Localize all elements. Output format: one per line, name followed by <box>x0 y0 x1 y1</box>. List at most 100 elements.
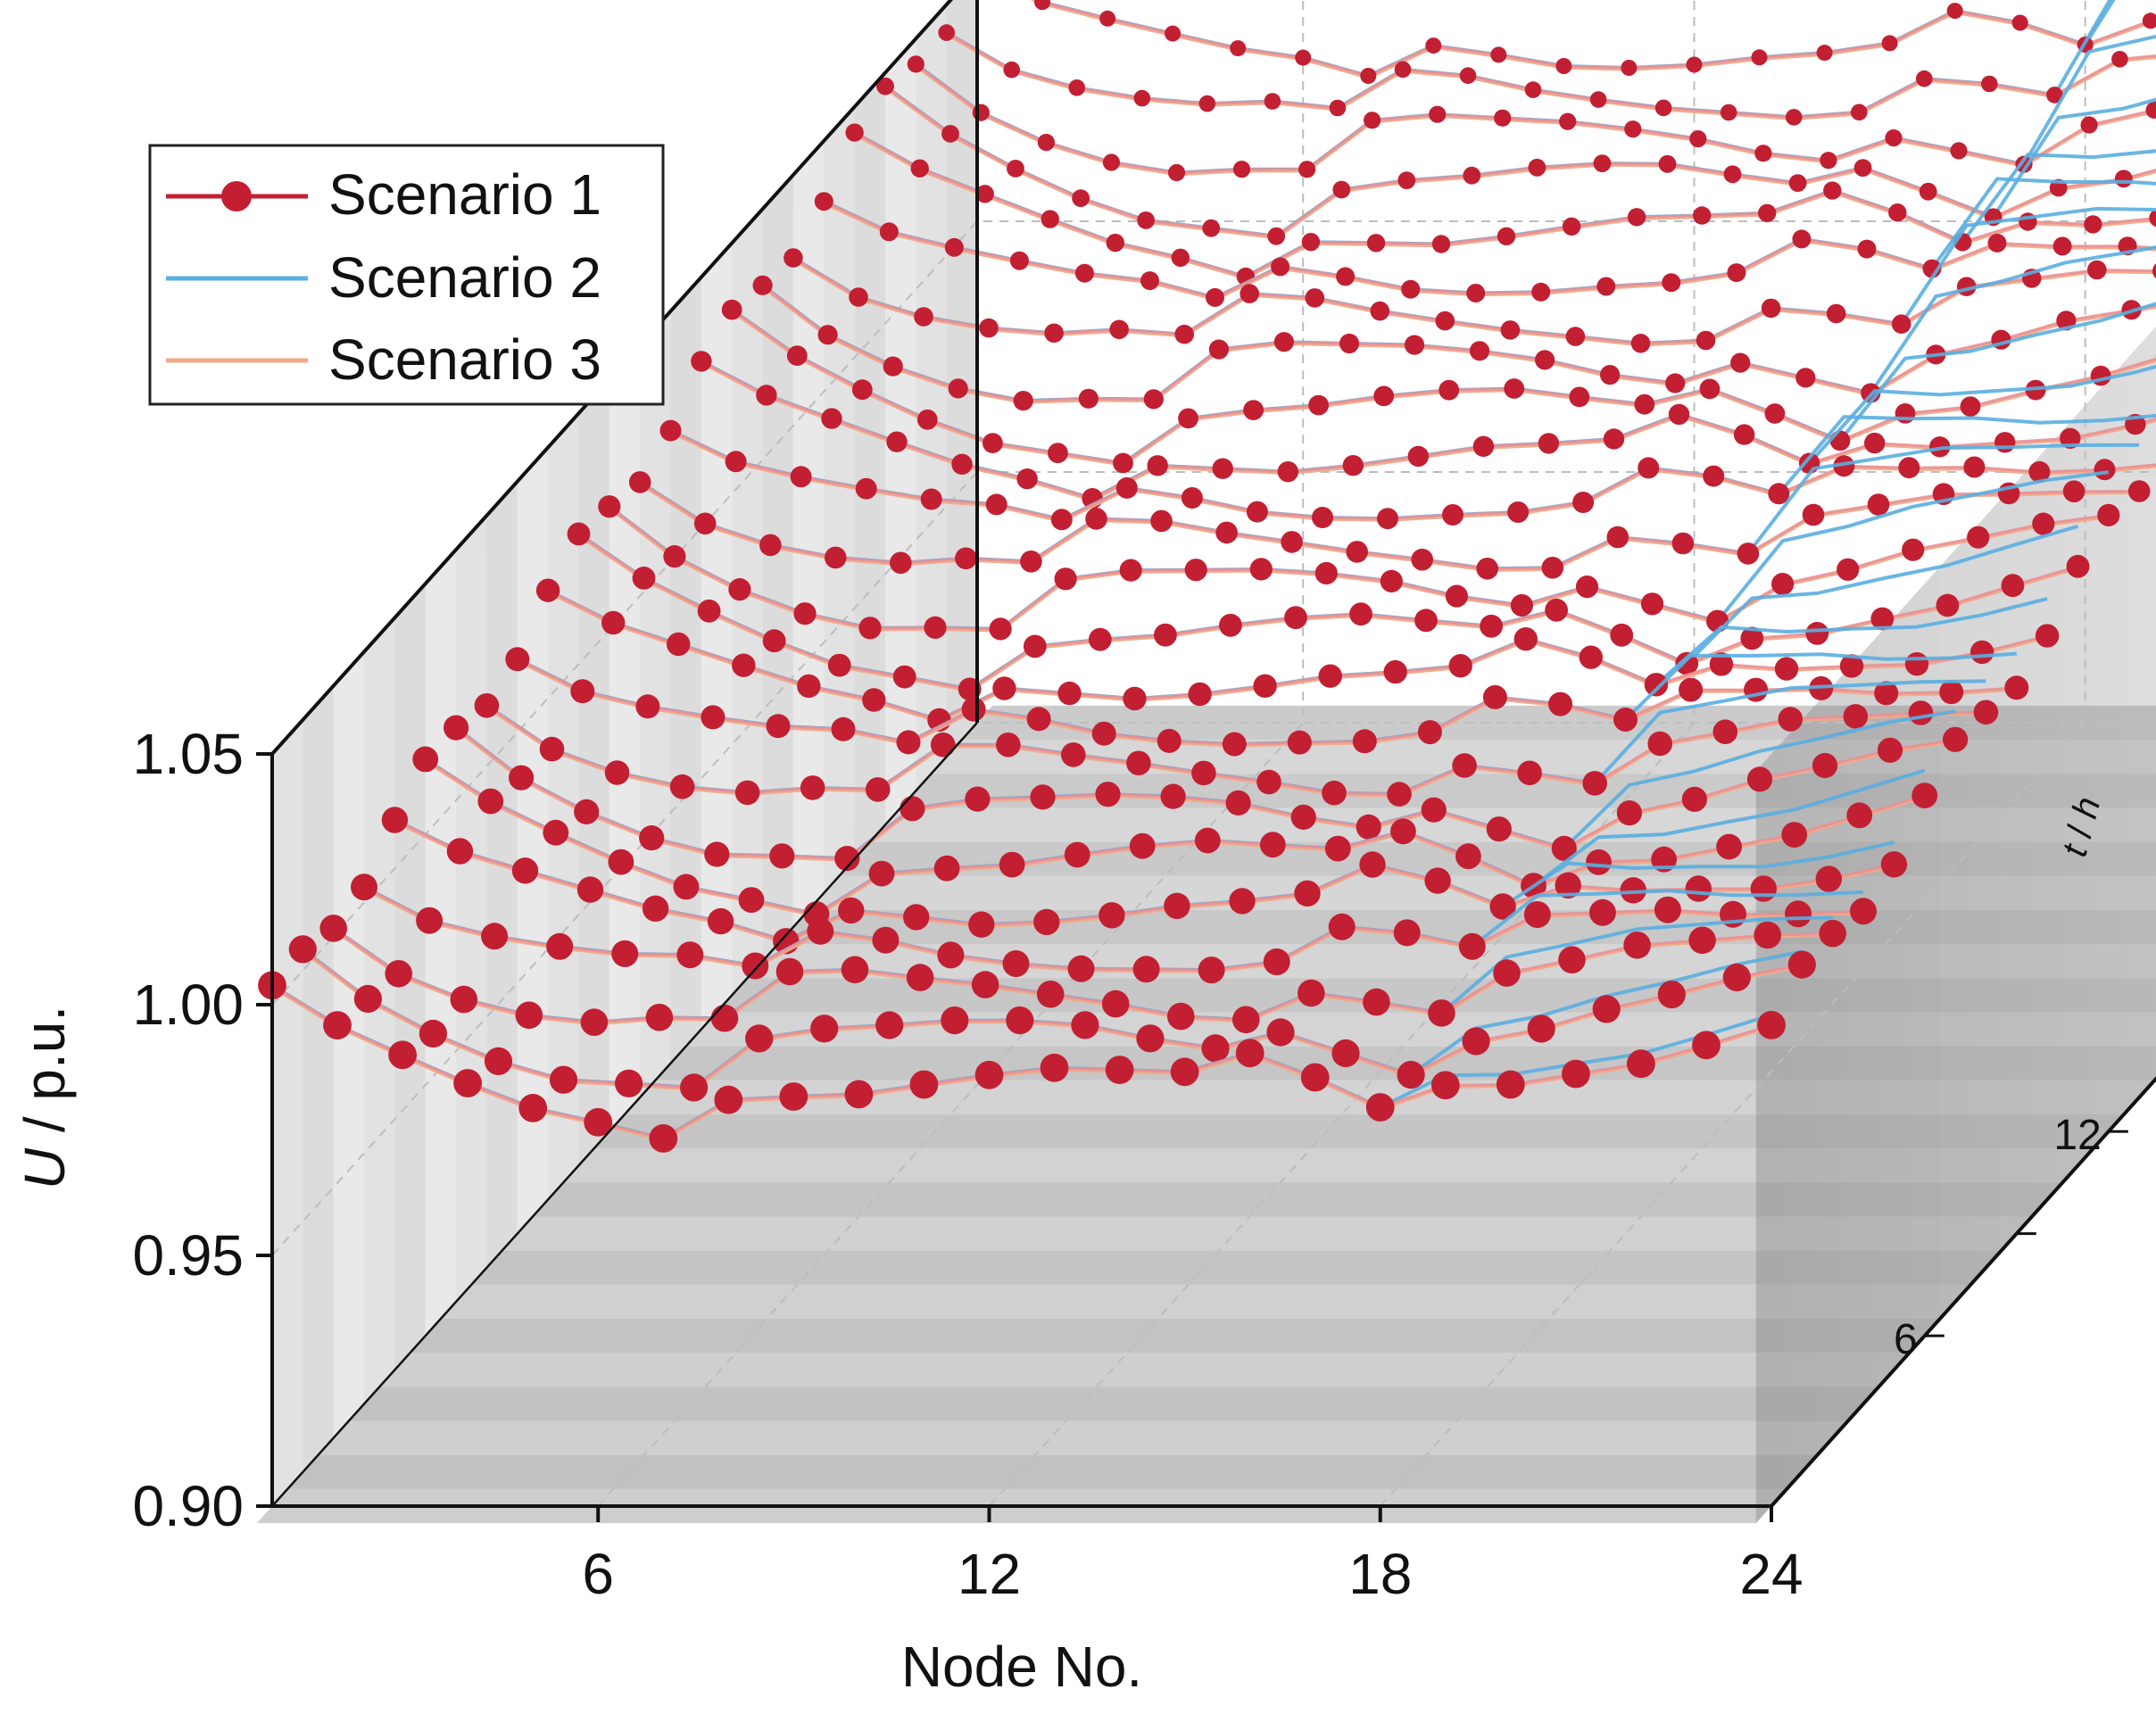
series-scenario-1-point <box>1867 493 1890 516</box>
series-scenario-1-point <box>728 578 751 601</box>
series-scenario-1-point <box>1895 403 1916 424</box>
t-tick-label: 6 <box>1894 1316 1918 1363</box>
series-scenario-1-point <box>734 780 760 806</box>
t-axis-label: t / h <box>2055 793 2109 861</box>
series-scenario-1-point <box>1853 159 1872 178</box>
series-scenario-1-point <box>1994 432 2016 453</box>
series-scenario-1-point <box>1788 174 1807 193</box>
series-scenario-1-point <box>1644 673 1669 697</box>
series-scenario-1-point <box>645 1004 674 1031</box>
series-scenario-1-point <box>1665 373 1686 393</box>
series-scenario-1-point <box>1061 742 1086 767</box>
series-scenario-1-point <box>1240 284 1259 303</box>
series-scenario-1-point <box>549 1065 578 1094</box>
series-scenario-1-point <box>1064 841 1090 868</box>
series-scenario-3-line-h20 <box>853 132 2156 280</box>
series-scenario-1-point <box>628 471 651 493</box>
series-scenario-1-point <box>1588 898 1616 926</box>
series-scenario-1-point <box>1298 161 1316 178</box>
series-scenario-1-point <box>831 716 856 741</box>
series-scenario-1-point <box>1157 728 1182 753</box>
series-lines <box>258 0 2156 1153</box>
series-scenario-1-point <box>707 907 734 935</box>
series-scenario-1-point <box>1417 720 1442 745</box>
series-scenario-1-point <box>1050 509 1073 531</box>
side-wall-band <box>1909 567 1940 1354</box>
series-scenario-1-line-h24 <box>1034 0 2156 78</box>
series-scenario-1-point <box>1259 832 1286 858</box>
series-scenario-1-point <box>1290 804 1316 831</box>
series-scenario-1-point <box>769 843 795 869</box>
series-scenario-1-point <box>1496 1070 1525 1099</box>
series-scenario-1-point <box>1160 783 1186 809</box>
series-scenario-1-point <box>1593 154 1612 173</box>
series-scenario-1-point <box>1294 880 1321 907</box>
series-scenario-1-point <box>2145 101 2156 119</box>
series-scenario-1-point <box>1572 492 1595 513</box>
series-scenario-1-point <box>611 940 639 967</box>
series-scenario-1-point <box>1143 389 1164 410</box>
series-scenario-1-point <box>1016 468 1038 490</box>
series-scenario-1-point <box>875 1011 904 1039</box>
series-scenario-1-point <box>1206 287 1224 307</box>
series-scenario-1-point <box>1757 1011 1786 1039</box>
series-scenario-1-point <box>1336 267 1356 286</box>
series-scenario-1-point <box>1513 627 1538 651</box>
series-scenario-1-point <box>1662 273 1681 293</box>
series-scenario-1-point <box>732 653 756 677</box>
series-scenario-1-point <box>1167 163 1186 182</box>
series-scenario-1-point <box>381 807 409 833</box>
series-scenario-1-point <box>1606 526 1629 549</box>
y-tick-label: 1.05 <box>132 722 244 786</box>
series-scenario-1-point <box>1078 388 1099 409</box>
series-scenario-1-point <box>1033 908 1060 936</box>
series-scenario-1-point <box>1850 898 1877 925</box>
series-scenario-1-point <box>663 545 686 568</box>
series-scenario-1-point <box>1346 541 1368 563</box>
axis-labels: Node No. U / p.u. t / h <box>12 793 2108 1699</box>
series-scenario-1-point <box>1681 786 1707 812</box>
series-scenario-1-point <box>2028 460 2051 483</box>
series-scenario-1-point <box>1877 737 1903 763</box>
series-scenario-1-point <box>1397 1061 1425 1089</box>
series-scenario-1-point <box>879 222 899 242</box>
series-scenario-1-point <box>1837 558 1860 581</box>
series-scenario-1-point <box>1551 835 1577 862</box>
series-scenario-1-point <box>1165 25 1182 42</box>
floor-band <box>379 1353 1910 1387</box>
series-scenario-1-point <box>1225 790 1251 816</box>
series-scenario-1-point <box>1363 988 1390 1016</box>
series-scenario-1-point <box>1026 707 1051 732</box>
left-wall-band <box>548 413 579 1200</box>
series-scenario-1-point <box>1147 455 1168 476</box>
series-scenario-1-point <box>2062 480 2086 502</box>
series-scenario-1-point <box>944 237 964 257</box>
series-scenario-1-point <box>1490 46 1507 63</box>
series-scenario-1-point <box>1569 386 1590 408</box>
series-scenario-1-point <box>2035 624 2060 648</box>
series-scenario-1-point <box>1129 832 1156 859</box>
left-wall-band <box>303 685 334 1472</box>
series-scenario-1-point <box>968 911 995 938</box>
series-scenario-1-point <box>2080 116 2098 134</box>
series-scenario-1-point <box>876 77 894 95</box>
series-scenario-1-point <box>1494 109 1512 127</box>
series-scenario-1-point <box>1482 684 1507 709</box>
series-scenario-1-point <box>797 674 821 699</box>
series-scenario-1-point <box>896 730 921 755</box>
x-tick-label: 6 <box>582 1542 614 1606</box>
legend-marker-scenario-1 <box>221 181 252 211</box>
series-scenario-1-point <box>710 1004 739 1032</box>
series-scenario-1-point <box>1407 445 1430 468</box>
series-scenario-1-point <box>1623 932 1651 959</box>
series-scenario-1-point <box>1500 320 1521 340</box>
legend-label-scenario-2: Scenario 2 <box>328 245 601 310</box>
series-scenario-1-point <box>1370 301 1390 321</box>
series-scenario-1-point <box>1404 335 1425 355</box>
y-axis-label: U / p.u. <box>12 1006 77 1189</box>
floor-band <box>685 1012 2156 1047</box>
series-scenario-1-point <box>1559 112 1577 130</box>
x-tick-label: 24 <box>1739 1542 1803 1606</box>
series-scenario-1-point <box>902 904 930 931</box>
left-wall-band <box>670 277 701 1064</box>
